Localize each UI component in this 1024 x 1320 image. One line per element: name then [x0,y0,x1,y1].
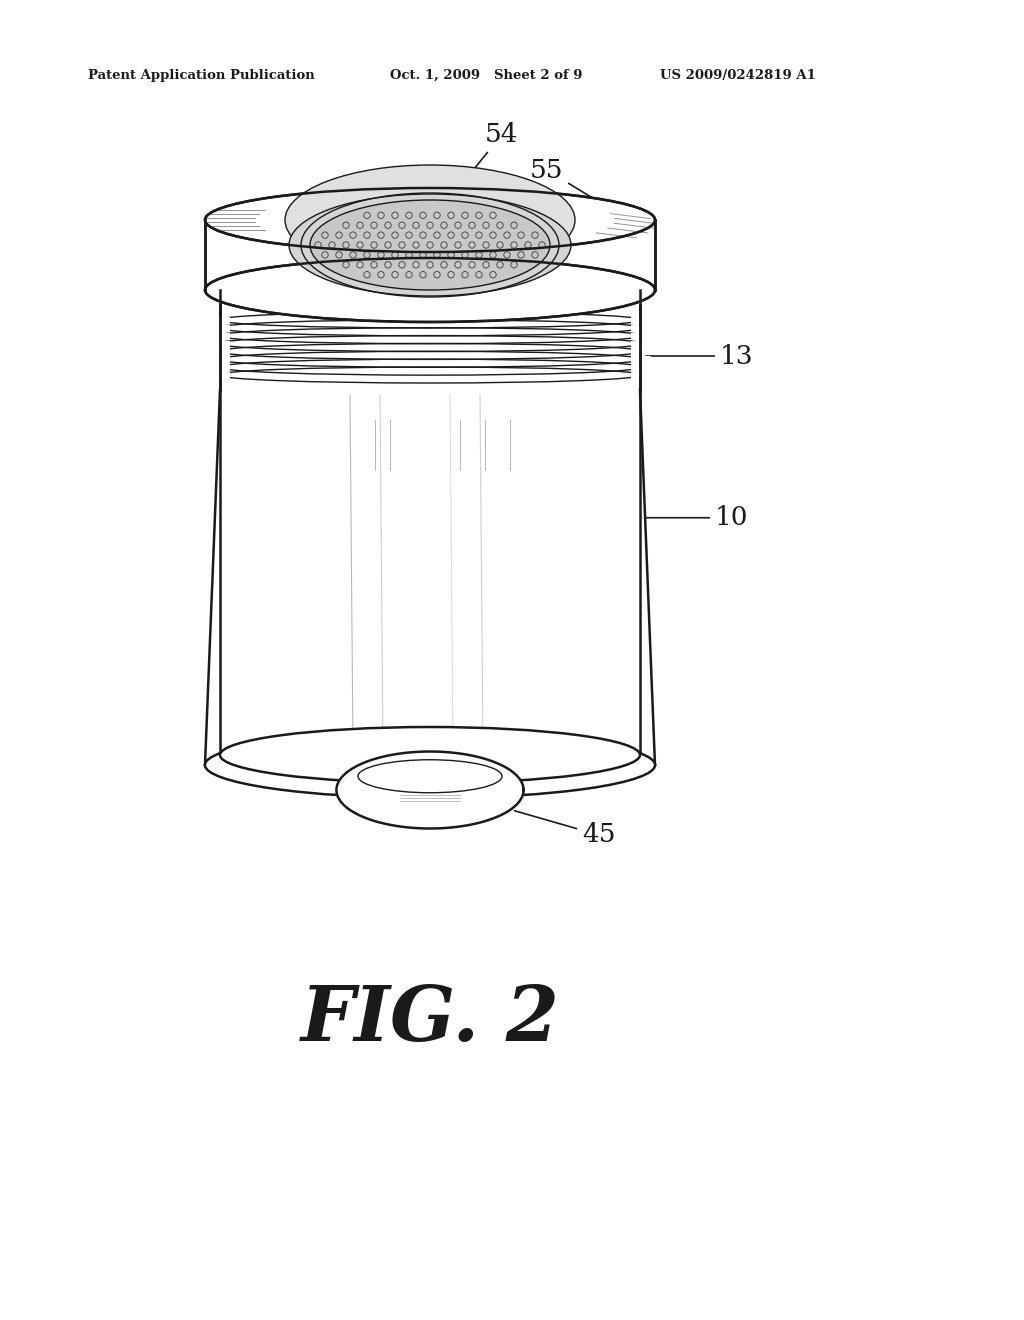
Text: FIG. 2: FIG. 2 [301,983,559,1057]
Text: Patent Application Publication: Patent Application Publication [88,69,314,82]
Ellipse shape [285,165,575,275]
Ellipse shape [205,257,655,322]
Text: 13: 13 [646,343,754,368]
Text: 45: 45 [515,810,615,847]
Text: US 2009/0242819 A1: US 2009/0242819 A1 [660,69,816,82]
Text: Oct. 1, 2009   Sheet 2 of 9: Oct. 1, 2009 Sheet 2 of 9 [390,69,583,82]
Text: 54: 54 [422,123,518,232]
Ellipse shape [205,187,655,252]
Text: 10: 10 [646,506,749,531]
Ellipse shape [220,727,640,783]
Ellipse shape [205,733,655,799]
Polygon shape [337,751,523,829]
Ellipse shape [310,201,550,290]
Ellipse shape [289,194,571,296]
Text: 55: 55 [530,157,643,228]
